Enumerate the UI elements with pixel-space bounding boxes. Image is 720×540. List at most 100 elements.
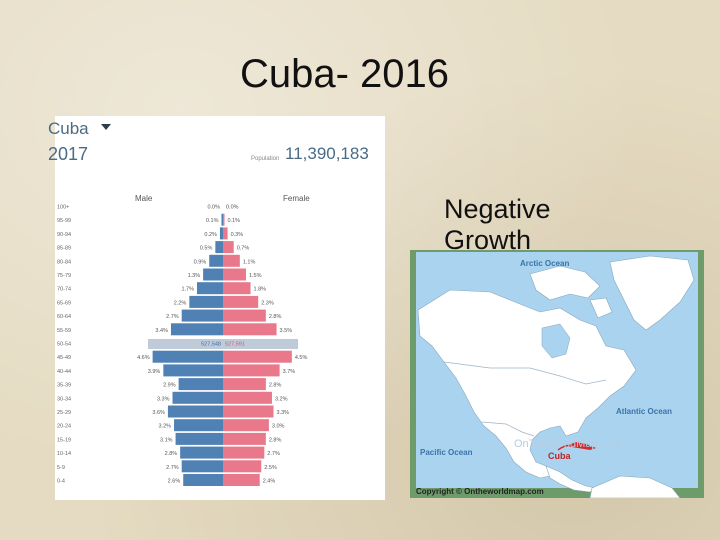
female-bar-label: 1.5% — [249, 273, 262, 279]
male-bar — [181, 309, 223, 322]
male-bar-label: 3.2% — [158, 424, 171, 430]
us-mexico-border — [481, 421, 535, 437]
age-group-label: 80-84 — [57, 259, 71, 265]
age-group-label: 25-29 — [57, 410, 71, 416]
female-bar — [223, 268, 246, 281]
north-america-landmass — [417, 289, 637, 479]
slide-title: Cuba- 2016 — [240, 52, 450, 96]
side-annotation: Negative Growth — [444, 194, 551, 256]
age-group-label: 10-14 — [57, 451, 71, 457]
pyramid-country-selector[interactable]: Cuba — [48, 119, 89, 138]
female-bar — [223, 323, 277, 336]
female-bar — [223, 391, 272, 404]
age-group-label: 30-34 — [57, 396, 71, 402]
caret-down-icon[interactable] — [101, 124, 111, 130]
map-label-arctic: Arctic Ocean — [520, 259, 569, 268]
male-bar — [174, 419, 223, 432]
male-bar — [215, 241, 223, 254]
male-bar-label: 2.9% — [163, 383, 176, 389]
female-bar-label: 1.8% — [254, 287, 267, 293]
male-bar — [196, 282, 223, 295]
cuba-landmass — [566, 442, 596, 450]
age-group-label: 100+ — [57, 205, 69, 211]
male-bar-label: 527,548 — [201, 342, 221, 348]
male-bar-label: 2.6% — [168, 479, 181, 485]
female-bar — [223, 378, 266, 391]
population-value: 11,390,183 — [285, 144, 369, 163]
male-bar-label: 2.2% — [174, 300, 187, 306]
female-bar — [223, 432, 266, 445]
female-bar-label: 0.1% — [228, 218, 241, 224]
male-bar — [175, 432, 223, 445]
female-bar — [223, 405, 274, 418]
female-bar-label: 2.4% — [263, 479, 276, 485]
age-group-label: 20-24 — [57, 424, 71, 430]
male-bar-label: 2.7% — [166, 465, 179, 471]
male-bar-label: 4.6% — [137, 355, 150, 361]
male-bar — [167, 405, 223, 418]
age-group-label: 60-64 — [57, 314, 71, 320]
female-bar — [223, 254, 240, 267]
age-group-label: 35-39 — [57, 383, 71, 389]
female-bar-label: 3.7% — [283, 369, 296, 375]
male-bar-label: 1.7% — [181, 287, 194, 293]
male-bar — [209, 254, 223, 267]
female-bar-label: 2.3% — [261, 300, 274, 306]
male-bar-label: 1.3% — [188, 273, 201, 279]
female-bar — [223, 295, 259, 308]
male-bar — [180, 446, 223, 459]
pyramid-year: 2017 — [48, 144, 89, 164]
age-group-label: 5-9 — [57, 465, 65, 471]
female-bar — [223, 213, 225, 226]
age-group-label: 45-49 — [57, 355, 71, 361]
map-label-atlantic: Atlantic Ocean — [616, 407, 672, 416]
female-bar-label: 4.5% — [295, 355, 308, 361]
female-bar — [223, 241, 234, 254]
male-bar — [183, 474, 223, 486]
male-bar — [178, 378, 223, 391]
female-bar-label: 2.8% — [269, 314, 282, 320]
female-bar-label: 2.5% — [264, 465, 277, 471]
female-bar-label: 0.0% — [226, 205, 239, 211]
male-bar — [203, 268, 223, 281]
male-bar-label: 2.8% — [165, 451, 178, 457]
male-bar-label: 3.4% — [155, 328, 168, 334]
male-bar — [163, 364, 223, 377]
hudson-bay — [541, 323, 571, 359]
male-bar-label: 0.1% — [206, 218, 219, 224]
female-bar-label: 3.0% — [272, 424, 285, 430]
male-bar — [221, 213, 223, 226]
arctic-island-small — [589, 297, 613, 319]
male-bar-label: 3.3% — [157, 396, 170, 402]
cuba-pointer-arrow — [557, 444, 573, 451]
female-bar-label: 0.7% — [237, 246, 250, 252]
map-svg: Arctic Ocean Atlantic Ocean Pacific Ocea… — [416, 252, 698, 498]
age-group-label: 90-94 — [57, 232, 71, 238]
male-bar-label: 2.7% — [166, 314, 179, 320]
female-bar-label: 3.2% — [275, 396, 288, 402]
female-bar — [223, 227, 228, 240]
male-bar-label: 0.2% — [204, 232, 217, 238]
male-bar-label: 0.5% — [200, 246, 213, 252]
south-america — [589, 475, 681, 498]
population-pyramid-chart: Male Female 100+ 0.0% 0.0% 95-99 0.1% 0.1% 90-94… — [57, 194, 310, 486]
female-bar — [223, 309, 266, 322]
male-bar-label: 3.9% — [148, 369, 161, 375]
population-label: Population — [251, 156, 280, 162]
male-bar — [152, 350, 223, 363]
map-label-pacific: Pacific Ocean — [420, 448, 473, 457]
female-bar — [223, 364, 280, 377]
female-bar — [223, 419, 269, 432]
female-bar-label: 3.5% — [280, 328, 293, 334]
age-group-label: 50-54 — [57, 342, 71, 348]
male-bar-label: 0.0% — [207, 205, 220, 211]
age-group-label: 85-89 — [57, 246, 71, 252]
female-bar — [223, 446, 265, 459]
female-bar-label: 1.1% — [243, 259, 256, 265]
age-group-label: 55-59 — [57, 328, 71, 334]
female-bar-label: 527,591 — [225, 342, 245, 348]
legend-female: Female — [283, 194, 310, 203]
north-america-map: Arctic Ocean Atlantic Ocean Pacific Ocea… — [410, 250, 704, 498]
female-bar — [223, 350, 292, 363]
legend-male: Male — [135, 194, 153, 203]
